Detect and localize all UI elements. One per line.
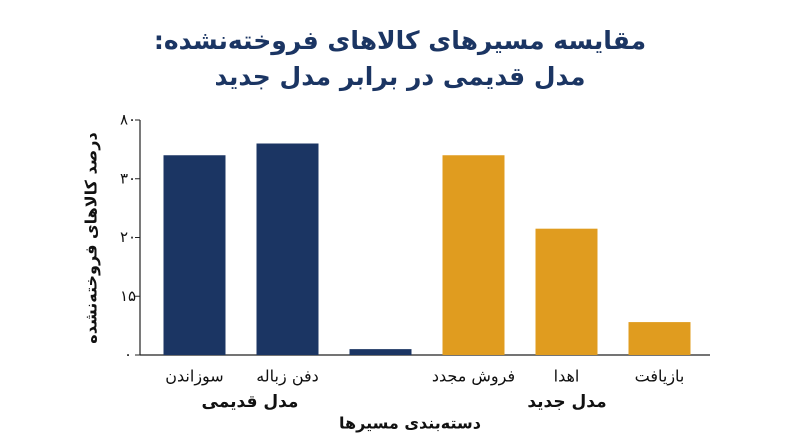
bar	[349, 349, 412, 355]
bar	[535, 228, 598, 355]
bar	[256, 143, 319, 355]
y-tick-label: ۳۰	[120, 169, 136, 187]
legend-label: مدل قدیمی	[202, 392, 299, 412]
x-tick-label: دفن زباله	[256, 367, 319, 387]
y-tick-label: ۱۵	[120, 287, 136, 305]
x-tick-label: اهدا	[554, 367, 580, 386]
y-tick-label: ۸۰	[120, 111, 136, 129]
y-axis-label: درصد کالاهای فروخته‌نشده	[82, 132, 101, 343]
bar	[628, 322, 691, 355]
x-tick-label: بازیافت	[635, 367, 685, 387]
y-tick-label: ۲۰	[120, 228, 136, 246]
chart-subtitle: مدل قدیمی در برابر مدل جدید	[215, 62, 586, 92]
legend-label: مدل جدید	[527, 392, 606, 412]
bar	[163, 155, 226, 355]
x-tick-label: سوزاندن	[165, 367, 223, 387]
bar	[442, 155, 505, 355]
y-tick-label: ۰	[124, 346, 132, 364]
x-axis-label: دسته‌بندی مسیرها	[339, 414, 481, 433]
x-tick-label: فروش مجدد	[432, 367, 515, 387]
chart-title: مقایسه مسیرهای کالاهای فروخته‌نشده:	[154, 26, 646, 56]
